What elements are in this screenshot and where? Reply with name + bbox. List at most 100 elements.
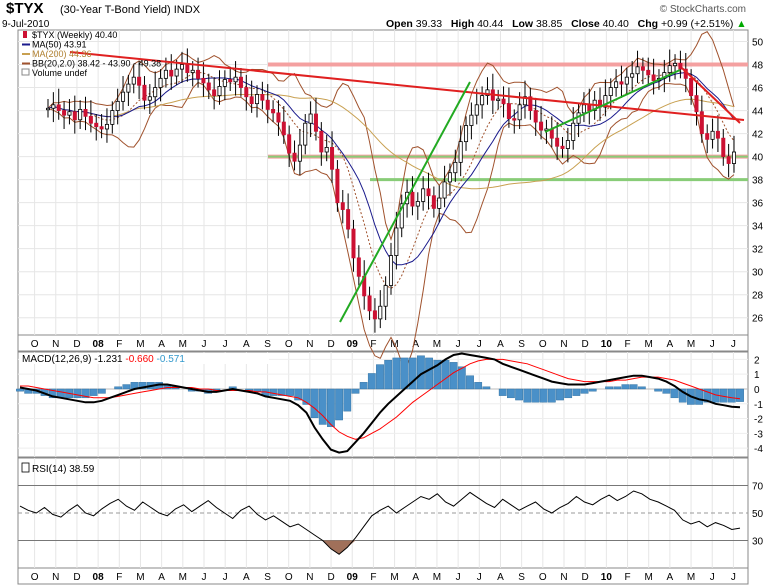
high-label: High <box>450 18 475 30</box>
chg-up-arrow-icon: ▲ <box>736 18 747 30</box>
chg-value: +0.99 (+2.51%) <box>660 18 734 30</box>
candle-body <box>153 87 158 98</box>
candle-body <box>512 118 517 121</box>
x-tick-label: 09 <box>347 572 359 583</box>
x-tick-label: A <box>667 572 674 583</box>
macd-histogram-bar <box>507 388 515 399</box>
candle-body <box>539 121 544 131</box>
macd-histogram-bar <box>441 359 450 390</box>
candle-body <box>378 305 383 320</box>
macd-histogram-bar <box>457 366 466 390</box>
x-tick-label: J <box>731 572 736 583</box>
close-label: Close <box>571 18 600 30</box>
candle-body <box>297 144 302 162</box>
candle-body <box>330 146 335 170</box>
candle-body <box>565 140 570 149</box>
macd-histogram-bar <box>727 388 736 403</box>
candle-body <box>115 100 120 111</box>
close-value: 40.40 <box>602 18 629 30</box>
candle-body <box>319 130 324 153</box>
x-tick-label: A <box>497 572 504 583</box>
candle-body <box>496 98 501 101</box>
x-tick-label: 10 <box>601 339 613 350</box>
candle-body <box>619 81 624 85</box>
macd-histogram-bar <box>269 388 278 396</box>
x-tick-label: J <box>223 339 228 350</box>
x-tick-label: N <box>306 339 313 350</box>
macd-y-tick-label: 0 <box>754 385 760 396</box>
candle-body <box>528 96 533 111</box>
x-tick-label: M <box>179 572 187 583</box>
x-tick-label: D <box>73 572 80 583</box>
y-tick-label: 50 <box>752 38 764 49</box>
macd-histogram-bar <box>97 388 106 394</box>
rsi-y-tick-label: 50 <box>752 509 764 520</box>
candle-body <box>308 113 313 124</box>
candle-body <box>726 156 731 164</box>
candle-body <box>212 89 217 97</box>
chart-name: (30-Year T-Bond Yield) INDX <box>60 4 200 16</box>
x-tick-label: A <box>243 572 250 583</box>
macd-y-tick-label: -2 <box>754 415 763 426</box>
candle-body <box>281 121 286 136</box>
candle-body <box>249 96 254 105</box>
macd-histogram-value: -0.571 <box>157 354 186 365</box>
candle-body <box>614 81 619 88</box>
macd-histogram-bar <box>376 364 384 390</box>
x-tick-label: O <box>285 339 293 350</box>
candle-body <box>437 197 442 209</box>
candle-body <box>399 203 404 229</box>
macd-histogram-bar <box>523 388 532 403</box>
candle-body <box>367 295 372 312</box>
x-tick-label: S <box>518 339 525 350</box>
candle-body <box>196 69 201 79</box>
x-tick-label: A <box>412 572 419 583</box>
x-tick-label: N <box>52 339 59 350</box>
macd-histogram-bar <box>138 382 147 390</box>
candle-body <box>571 122 576 141</box>
x-tick-label: O <box>539 572 547 583</box>
open-label: Open <box>386 18 413 30</box>
y-tick-label: 30 <box>752 268 764 279</box>
y-tick-label: 26 <box>752 314 764 325</box>
candle-body <box>217 85 222 97</box>
macd-histogram-bar <box>580 388 589 394</box>
candle-body <box>126 83 131 93</box>
macd-histogram-bar <box>637 386 646 390</box>
candle-body <box>421 188 426 202</box>
x-tick-label: 10 <box>601 572 613 583</box>
candle-body <box>474 104 479 116</box>
x-tick-label: O <box>285 572 293 583</box>
macd-y-tick-label: -3 <box>754 429 763 440</box>
candle-body <box>324 146 329 153</box>
bollinger-upper-band <box>47 31 735 242</box>
x-tick-label: M <box>390 572 398 583</box>
x-tick-label: 09 <box>347 339 359 350</box>
candle-body <box>83 109 88 117</box>
y-tick-label: 46 <box>752 84 764 95</box>
macd-histogram-bar <box>474 382 483 390</box>
x-tick-label: F <box>116 339 122 350</box>
macd-histogram-bar <box>539 388 548 403</box>
macd-histogram-bar <box>613 386 622 390</box>
x-tick-label: J <box>710 572 715 583</box>
macd-histogram-bar <box>89 388 98 396</box>
candle-body <box>415 201 420 207</box>
candle-body <box>458 141 463 163</box>
candle-body <box>121 91 126 102</box>
macd-histogram-bar <box>327 388 335 427</box>
x-tick-label: S <box>264 339 271 350</box>
candle-body <box>340 202 345 210</box>
candle-body <box>233 76 238 83</box>
macd-histogram-bar <box>433 359 442 390</box>
macd-histogram-bar <box>343 388 352 412</box>
x-tick-label: M <box>136 339 144 350</box>
candle-body <box>426 188 431 197</box>
macd-histogram-bar <box>400 357 409 390</box>
candle-body <box>410 191 415 207</box>
candle-body <box>356 257 361 277</box>
candle-body <box>163 69 168 79</box>
x-tick-label: J <box>710 339 715 350</box>
x-tick-label: 08 <box>93 572 105 583</box>
macd-histogram-bar <box>425 357 433 390</box>
